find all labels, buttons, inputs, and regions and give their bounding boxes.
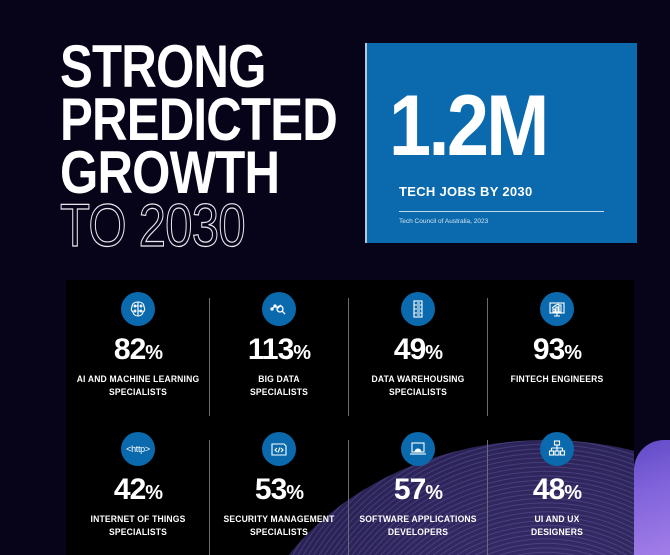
stat-ai-ml: 82% AI AND MACHINE LEARNING SPECIALISTS (68, 292, 208, 399)
stat-label: FINTECH ENGINEERS (510, 374, 604, 385)
headline-outline-line: TO 2030 (60, 192, 247, 259)
stat-fintech: 93% FINTECH ENGINEERS (487, 292, 627, 386)
stat-value: 82% (113, 333, 163, 366)
http-tag-icon: <http> (121, 432, 155, 466)
stat-value: 113% (247, 333, 311, 366)
stat-label: UI AND UX DESIGNERS (530, 514, 583, 538)
highlight-divider (399, 211, 604, 212)
headline: STRONG PREDICTED GROWTH TO 2030 (60, 33, 338, 259)
stat-value: 49% (393, 333, 443, 366)
headline-line-2: PREDICTED (60, 86, 338, 153)
server-stack-icon (401, 292, 435, 326)
headline-line-1: STRONG (60, 33, 266, 100)
stat-label: INTERNET OF THINGS SPECIALISTS (90, 514, 186, 538)
column-divider (487, 440, 488, 555)
stat-value: 42% (113, 473, 163, 506)
highlight-value: 1.2M (389, 78, 549, 174)
stat-label: AI AND MACHINE LEARNING SPECIALISTS (76, 374, 200, 398)
highlight-stat-box: 1.2M TECH JOBS BY 2030 Tech Council of A… (365, 43, 637, 243)
column-divider (209, 440, 210, 555)
stat-value: 93% (532, 333, 582, 366)
stat-label: DATA WAREHOUSING SPECIALISTS (371, 374, 465, 398)
headline-line-3: GROWTH (60, 139, 280, 206)
stats-grid: 82% AI AND MACHINE LEARNING SPECIALISTS 1… (66, 280, 634, 555)
laptop-gear-icon (401, 432, 435, 466)
monitor-chart-icon (540, 292, 574, 326)
column-divider (348, 298, 349, 416)
stat-label: SECURITY MANAGEMENT SPECIALISTS (223, 514, 335, 538)
code-folder-icon (262, 432, 296, 466)
stat-software-dev: 57% SOFTWARE APPLICATIONS DEVELOPERS (348, 432, 488, 539)
stat-big-data: 113% BIG DATA SPECIALISTS (209, 292, 349, 399)
brain-circuit-icon (121, 292, 155, 326)
stat-value: 57% (393, 473, 443, 506)
sitemap-icon (540, 432, 574, 466)
stat-value: 48% (532, 473, 582, 506)
highlight-source: Tech Council of Australia, 2023 (399, 218, 489, 225)
stat-security: 53% SECURITY MANAGEMENT SPECIALISTS (209, 432, 349, 539)
stat-label: SOFTWARE APPLICATIONS DEVELOPERS (359, 514, 477, 538)
stat-label: BIG DATA SPECIALISTS (249, 374, 309, 398)
column-divider (209, 298, 210, 416)
decorative-glow (634, 440, 670, 555)
stat-iot: <http> 42% INTERNET OF THINGS SPECIALISTS (68, 432, 208, 539)
stat-data-warehousing: 49% DATA WAREHOUSING SPECIALISTS (348, 292, 488, 399)
stat-ui-ux: 48% UI AND UX DESIGNERS (487, 432, 627, 539)
highlight-caption: TECH JOBS BY 2030 (399, 184, 533, 199)
stat-value: 53% (254, 473, 304, 506)
column-divider (487, 298, 488, 416)
column-divider (348, 440, 349, 555)
data-analytics-search-icon (262, 292, 296, 326)
